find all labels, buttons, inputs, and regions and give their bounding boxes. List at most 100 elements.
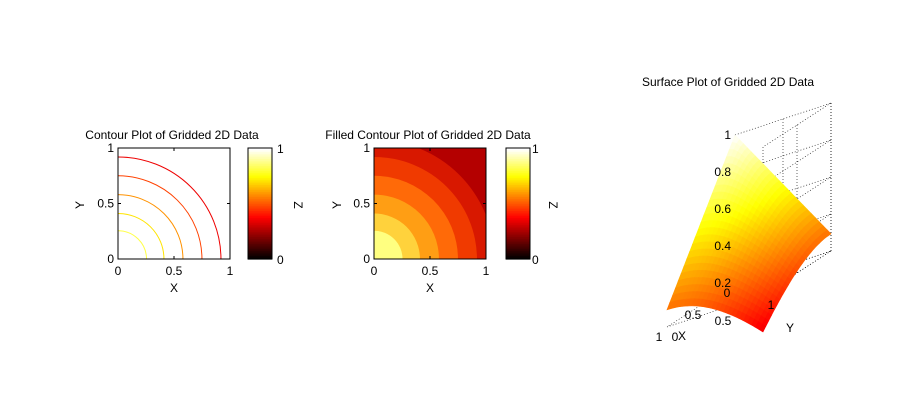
- filled-contour-colorbar-cell: [506, 180, 530, 184]
- filled-contour-ylabel: Y: [330, 201, 344, 209]
- contour-colorbar-cell: [248, 241, 272, 244]
- filled-contour-colorbar-cell: [506, 200, 530, 203]
- contour-colorbar-cell: [248, 248, 272, 251]
- filled-contour-colorbar-cell: [506, 226, 530, 229]
- contour-line-group: [118, 156, 222, 259]
- contour-colorbar-max: 1: [277, 142, 284, 156]
- contour-colorbar-cell: [248, 160, 272, 163]
- contour-colorbar-cell: [248, 224, 272, 227]
- filled-contour-colorbar-cell: [506, 227, 530, 231]
- contour-ticks: 0 0.5 1 0 0.5 1: [97, 141, 233, 278]
- surface-ztick-label: 0.6: [714, 202, 731, 216]
- contour-colorbar-cell: [248, 257, 272, 260]
- filled-contour-colorbar-cell: [506, 234, 530, 238]
- filled-contour-colorbar-cell: [506, 246, 530, 250]
- contour-colorbar-cell: [248, 226, 272, 229]
- contour-line: [118, 194, 184, 259]
- contour-colorbar-cell: [248, 213, 272, 217]
- contour-colorbar-cell: [248, 179, 272, 182]
- filled-contour-colorbar-label: Z: [546, 201, 560, 208]
- surface-ztick-label: 0.8: [714, 165, 731, 179]
- surface-ylabel: Y: [786, 321, 794, 335]
- contour-panel: Contour Plot of Gridded 2D Data 0 0.5 1 0 0.…: [73, 128, 305, 295]
- surface-ytick-label: 0: [672, 330, 679, 344]
- filled-contour-xtick-label: 0.5: [422, 264, 439, 278]
- contour-colorbar-cell: [248, 175, 272, 179]
- contour-colorbar-cell: [248, 191, 272, 194]
- filled-contour-colorbar-cell: [506, 205, 530, 208]
- contour-colorbar-cell: [248, 194, 272, 198]
- filled-contour-colorbar-cell: [506, 245, 530, 248]
- filled-contour-colorbar-cell: [506, 193, 530, 196]
- filled-contour-colorbar-cell: [506, 250, 530, 253]
- contour-colorbar-min: 0: [277, 253, 284, 267]
- filled-contour-colorbar-cell: [506, 177, 530, 180]
- contour-colorbar: [247, 147, 273, 260]
- filled-contour-colorbar-cell: [506, 153, 530, 156]
- contour-xtick-label: 1: [227, 264, 234, 278]
- filled-contour-colorbar-cell: [506, 160, 530, 163]
- contour-xtick-label: 0: [115, 264, 122, 278]
- filled-contour-xtick-label: 0: [371, 264, 378, 278]
- filled-contour-colorbar-cell: [506, 191, 530, 194]
- contour-colorbar-cell: [248, 172, 272, 175]
- filled-contour-colorbar-cell: [506, 231, 530, 234]
- filled-contour-bands: [374, 148, 486, 259]
- filled-contour-colorbar-cell: [506, 179, 530, 182]
- contour-colorbar-cell: [248, 158, 272, 161]
- filled-contour-colorbar-cell: [506, 196, 530, 199]
- contour-colorbar-cell: [248, 149, 272, 153]
- filled-contour-ticks: 0 0.5 1 0 0.5 1: [353, 141, 489, 278]
- contour-colorbar-cell: [248, 205, 272, 208]
- filled-contour-colorbar-cell: [506, 229, 530, 232]
- contour-colorbar-cell: [248, 253, 272, 257]
- surface-xtick-label: 1: [656, 330, 663, 344]
- surface-patch: [666, 300, 675, 311]
- contour-colorbar-cell: [248, 198, 272, 201]
- filled-contour-colorbar-cell: [506, 255, 530, 258]
- filled-contour-colorbar-cell: [506, 224, 530, 227]
- filled-contour-xtick-label: 1: [483, 264, 490, 278]
- contour-line: [118, 212, 165, 259]
- contour-colorbar-cell: [248, 219, 272, 222]
- surface-title: Surface Plot of Gridded 2D Data: [642, 75, 814, 89]
- filled-contour-ytick-label: 0.5: [353, 197, 370, 211]
- filled-contour-colorbar-cell: [506, 210, 530, 213]
- filled-contour-colorbar-cell: [506, 203, 530, 206]
- surface-xtick-label: 0.5: [685, 308, 702, 322]
- filled-contour-colorbar-cell: [506, 257, 530, 260]
- contour-colorbar-cell: [248, 255, 272, 258]
- contour-colorbar-cell: [248, 180, 272, 184]
- filled-contour-colorbar-cell: [506, 175, 530, 179]
- contour-colorbar-cell: [248, 239, 272, 243]
- contour-colorbar-cell: [248, 212, 272, 215]
- filled-contour-colorbar-cell: [506, 243, 530, 246]
- contour-colorbar-cell: [248, 161, 272, 165]
- filled-contour-colorbar-cell: [506, 217, 530, 220]
- filled-contour-xlabel: X: [426, 281, 434, 295]
- contour-colorbar-cell: [248, 203, 272, 206]
- filled-contour-colorbar-cell: [506, 198, 530, 201]
- contour-colorbar-cell: [248, 168, 272, 172]
- contour-colorbar-cell: [248, 222, 272, 225]
- contour-colorbar-label: Z: [291, 201, 305, 208]
- contour-colorbar-cell: [248, 163, 272, 166]
- contour-colorbar-cell: [248, 201, 272, 205]
- filled-contour-colorbar-cell: [506, 154, 530, 158]
- contour-ylabel: Y: [73, 201, 87, 209]
- filled-contour-colorbar-cell: [506, 220, 530, 224]
- filled-contour-colorbar-box: [505, 147, 531, 260]
- contour-colorbar-cell: [248, 170, 272, 173]
- filled-contour-colorbar-cell: [506, 201, 530, 205]
- contour-colorbar-cell: [248, 186, 272, 189]
- filled-contour-colorbar-cell: [506, 158, 530, 161]
- contour-colorbar-cell: [248, 196, 272, 199]
- filled-contour-colorbar-cell: [506, 219, 530, 222]
- contour-colorbar-cell: [248, 193, 272, 196]
- filled-contour-colorbar-cell: [506, 149, 530, 153]
- filled-contour-ytick-label: 1: [363, 141, 370, 155]
- contour-colorbar-cell: [248, 231, 272, 234]
- filled-contour-colorbar-cell: [506, 239, 530, 243]
- contour-colorbar-cell: [248, 220, 272, 224]
